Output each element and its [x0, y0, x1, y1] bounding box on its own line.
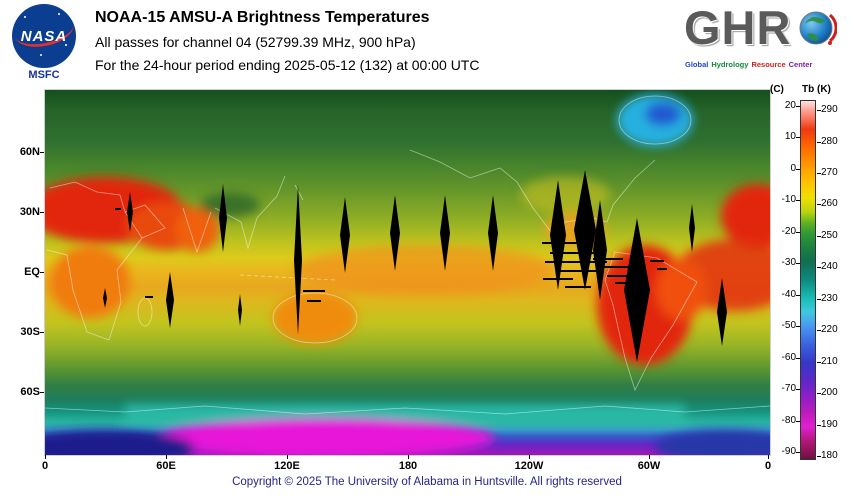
- colorbar-tick-c: 10: [784, 131, 796, 142]
- lon-tick: [768, 455, 769, 459]
- colorbar-tick-c: -80: [781, 415, 796, 426]
- colorbar-tick-c: -40: [781, 289, 796, 300]
- map-canvas: [45, 90, 770, 455]
- colorbar-tick-k: 270: [821, 167, 838, 178]
- colorbar-tick-c: -90: [781, 446, 796, 457]
- colorbar-tick-k: 290: [821, 104, 838, 115]
- colorbar-tick-k: 250: [821, 230, 838, 241]
- lon-tick: [166, 455, 167, 459]
- ghrc-tagline-word: Center: [788, 60, 813, 69]
- lon-tick: [45, 455, 46, 459]
- ghrc-tagline-word: Resource: [751, 60, 786, 69]
- colorbar-tick-c: -60: [781, 352, 796, 363]
- lon-label: 120W: [514, 460, 544, 472]
- colorbar-unit-celsius: (C): [770, 84, 784, 95]
- colorbar-tick-k: 260: [821, 198, 838, 209]
- colorbar-tick-c: -20: [781, 226, 796, 237]
- colorbar-tick-k: 240: [821, 261, 838, 272]
- lat-tick: [40, 332, 44, 333]
- colorbar-tick-c: 20: [784, 100, 796, 111]
- colorbar-tick-k: 180: [821, 450, 838, 461]
- lon-label: 120E: [274, 460, 300, 472]
- subtitle-channel: All passes for channel 04 (52799.39 MHz,…: [95, 34, 416, 50]
- lat-label: 30N: [19, 206, 40, 218]
- copyright-footer: Copyright © 2025 The University of Alaba…: [232, 476, 622, 488]
- lat-tick: [40, 392, 44, 393]
- lat-label: 60S: [20, 386, 40, 398]
- lat-tick: [40, 152, 44, 153]
- globe-icon: [797, 8, 838, 48]
- lat-tick: [40, 212, 44, 213]
- colorbar-tick-c: -50: [781, 320, 796, 331]
- lon-tick: [287, 455, 288, 459]
- ghrc-letters: GHR: [684, 1, 792, 54]
- msfc-label: MSFC: [28, 69, 60, 81]
- colorbar-tick-c: -10: [781, 194, 796, 205]
- lon-label: 0: [41, 460, 49, 472]
- page-title: NOAA-15 AMSU-A Brightness Temperatures: [95, 9, 430, 26]
- lon-label: 60E: [156, 460, 176, 472]
- colorbar-gradient: [800, 100, 816, 460]
- lon-tick: [649, 455, 650, 459]
- lon-tick: [529, 455, 530, 459]
- ghrc-logo: GHR Global Hydrology Resource Center: [684, 2, 852, 78]
- lat-tick: [40, 272, 44, 273]
- colorbar-tick-k: 210: [821, 356, 838, 367]
- lat-label: 60N: [19, 146, 40, 158]
- world-map: [44, 89, 771, 456]
- colorbar-tick-k: 220: [821, 324, 838, 335]
- colorbar-tick-k: 190: [821, 419, 838, 430]
- subtitle-period: For the 24-hour period ending 2025-05-12…: [95, 57, 480, 73]
- lon-label: 0: [764, 460, 772, 472]
- colorbar-tick-c: 0: [790, 163, 796, 174]
- nasa-logo-text: NASA: [20, 28, 68, 45]
- nasa-logo: NASA: [12, 4, 76, 68]
- lon-tick: [408, 455, 409, 459]
- lat-label: EQ: [24, 266, 40, 278]
- colorbar-tick-k: 230: [821, 293, 838, 304]
- ghrc-tagline-word: Global: [685, 60, 709, 69]
- colorbar-tick-k: 200: [821, 387, 838, 398]
- nasa-meatball-icon: NASA: [12, 4, 76, 68]
- ghrc-tagline-word: Hydrology: [711, 60, 749, 69]
- data-gap-swaths: [103, 170, 727, 362]
- colorbar-tick-c: -70: [781, 383, 796, 394]
- lat-label: 30S: [20, 326, 40, 338]
- colorbar-tick-k: 280: [821, 136, 838, 147]
- ghrc-tagline: Global Hydrology Resource Center: [685, 60, 853, 69]
- colorbar-unit-kelvin: Tb (K): [802, 84, 831, 95]
- lon-label: 180: [398, 460, 418, 472]
- lon-label: 60W: [637, 460, 661, 472]
- colorbar-tick-c: -30: [781, 257, 796, 268]
